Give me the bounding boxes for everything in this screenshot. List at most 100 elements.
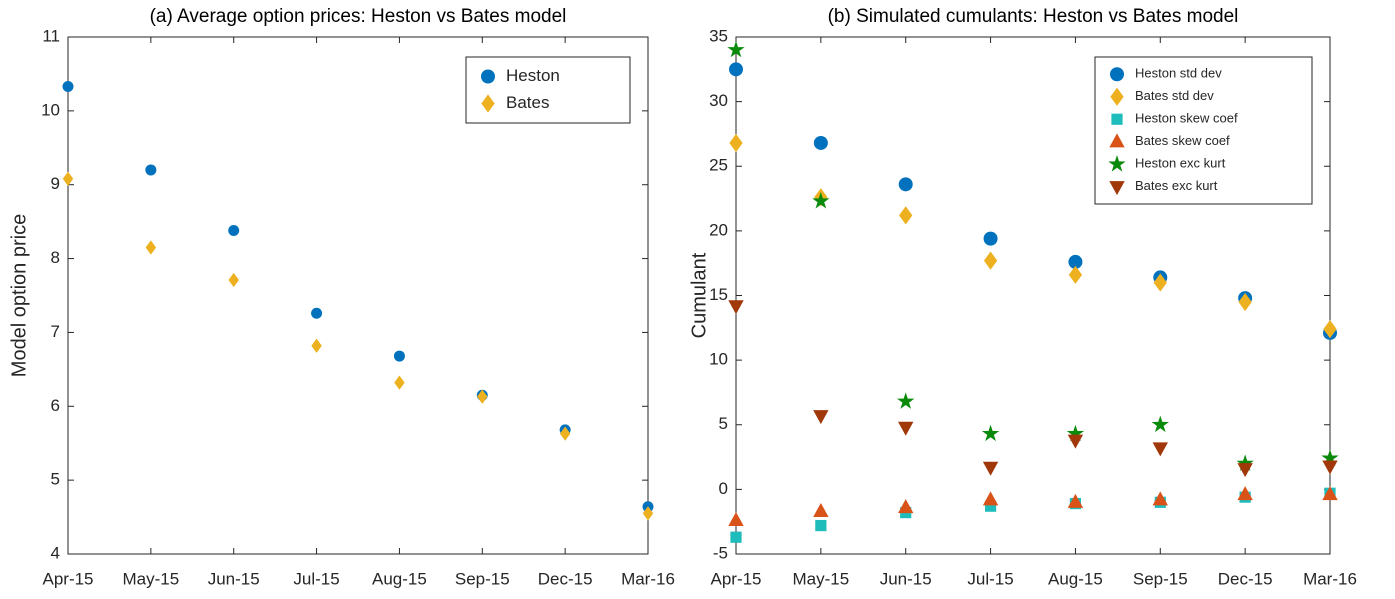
y-tick-label: 10 <box>41 100 60 119</box>
data-point <box>477 389 488 404</box>
legend-marker <box>1110 87 1124 106</box>
data-point <box>983 251 998 270</box>
x-tick-label: Mar-16 <box>1303 569 1357 588</box>
y-tick-label: 5 <box>51 470 60 489</box>
data-point <box>815 519 827 532</box>
data-point <box>1237 463 1253 478</box>
legend-label: Bates skew coef <box>1135 133 1230 148</box>
x-tick-label: Jul-15 <box>967 569 1013 588</box>
x-tick-label: Jul-15 <box>293 569 339 588</box>
data-point <box>1236 454 1254 471</box>
legend-marker <box>481 69 495 84</box>
data-point <box>393 350 405 362</box>
legend-label: Bates exc kurt <box>1135 178 1218 193</box>
data-point <box>62 171 74 186</box>
data-point <box>642 506 654 521</box>
data-point <box>1067 493 1084 508</box>
x-tick-label: Aug-15 <box>372 569 427 588</box>
data-point <box>1322 486 1338 501</box>
x-tick-label: May-15 <box>793 569 850 588</box>
y-tick-label: 0 <box>719 479 728 498</box>
data-point <box>898 177 913 192</box>
x-tick-label: Apr-15 <box>710 569 761 588</box>
data-point <box>813 502 829 517</box>
data-point <box>145 164 157 176</box>
legend-box <box>465 56 631 124</box>
data-point <box>899 206 913 225</box>
legend-marker <box>1109 133 1125 148</box>
x-tick-label: Apr-15 <box>42 569 93 588</box>
data-point <box>1151 415 1169 433</box>
y-tick-label: 30 <box>709 91 728 110</box>
data-point <box>730 531 742 543</box>
y-tick-label: 15 <box>709 285 728 304</box>
data-point <box>1153 273 1167 292</box>
data-point <box>728 511 744 526</box>
x-tick-label: Sep-15 <box>1133 569 1188 588</box>
data-point <box>729 133 743 153</box>
y-tick-label: 20 <box>709 220 728 239</box>
data-point <box>1068 265 1083 284</box>
x-tick-label: Jun-15 <box>880 569 932 588</box>
y-tick-label: 6 <box>51 396 60 415</box>
y-tick-label: 5 <box>719 414 728 433</box>
data-point <box>727 40 745 58</box>
legend-box <box>1094 56 1313 205</box>
data-point <box>1237 486 1253 501</box>
data-point <box>812 192 830 209</box>
data-point <box>228 272 239 288</box>
data-point <box>1152 442 1168 457</box>
y-tick-label: 9 <box>51 174 60 193</box>
legend-marker <box>1109 181 1125 196</box>
x-tick-label: Sep-15 <box>455 569 510 588</box>
data-point <box>394 375 405 390</box>
data-point <box>311 307 323 319</box>
data-point <box>1068 254 1083 269</box>
data-point <box>1321 449 1339 466</box>
x-tick-label: Jun-15 <box>208 569 260 588</box>
y-tick-label: 7 <box>51 322 60 341</box>
y-tick-label: 4 <box>51 543 60 562</box>
chart-title: (b) Simulated cumulants: Heston vs Bates… <box>828 6 1239 27</box>
data-point <box>228 225 240 237</box>
legend-marker <box>1110 67 1124 82</box>
data-point <box>1067 434 1084 449</box>
legend-marker <box>1111 113 1123 125</box>
data-point <box>982 461 999 476</box>
x-tick-label: May-15 <box>123 569 180 588</box>
data-point <box>813 410 829 425</box>
data-point <box>813 135 828 150</box>
data-point <box>729 62 743 77</box>
plot-frame <box>67 36 649 555</box>
x-tick-label: Dec-15 <box>538 569 593 588</box>
data-point <box>1066 424 1085 442</box>
legend-label: Heston skew coef <box>1135 111 1238 126</box>
x-tick-label: Mar-16 <box>621 569 675 588</box>
data-point <box>981 424 1000 442</box>
legend-label: Heston <box>506 66 560 85</box>
data-point <box>983 231 998 246</box>
data-point <box>728 300 744 315</box>
y-tick-label: 25 <box>709 156 728 175</box>
y-tick-label: 10 <box>709 350 728 369</box>
y-tick-label: 11 <box>42 26 60 45</box>
data-point <box>1323 320 1337 339</box>
legend-label: Heston std dev <box>1135 66 1222 81</box>
legend-label: Bates std dev <box>1135 88 1214 103</box>
legend-marker <box>1108 155 1126 172</box>
data-point <box>311 338 322 353</box>
data-point <box>559 426 571 441</box>
y-axis-label: Model option price <box>8 214 30 377</box>
data-point <box>1322 460 1338 475</box>
x-tick-label: Aug-15 <box>1048 569 1103 588</box>
data-point <box>898 421 914 436</box>
x-tick-label: Dec-15 <box>1218 569 1273 588</box>
y-tick-label: 8 <box>51 248 60 267</box>
data-point <box>145 240 157 255</box>
legend-label: Bates <box>506 93 549 112</box>
data-point <box>1152 491 1168 506</box>
legend-marker <box>481 94 495 113</box>
data-point <box>897 392 915 409</box>
